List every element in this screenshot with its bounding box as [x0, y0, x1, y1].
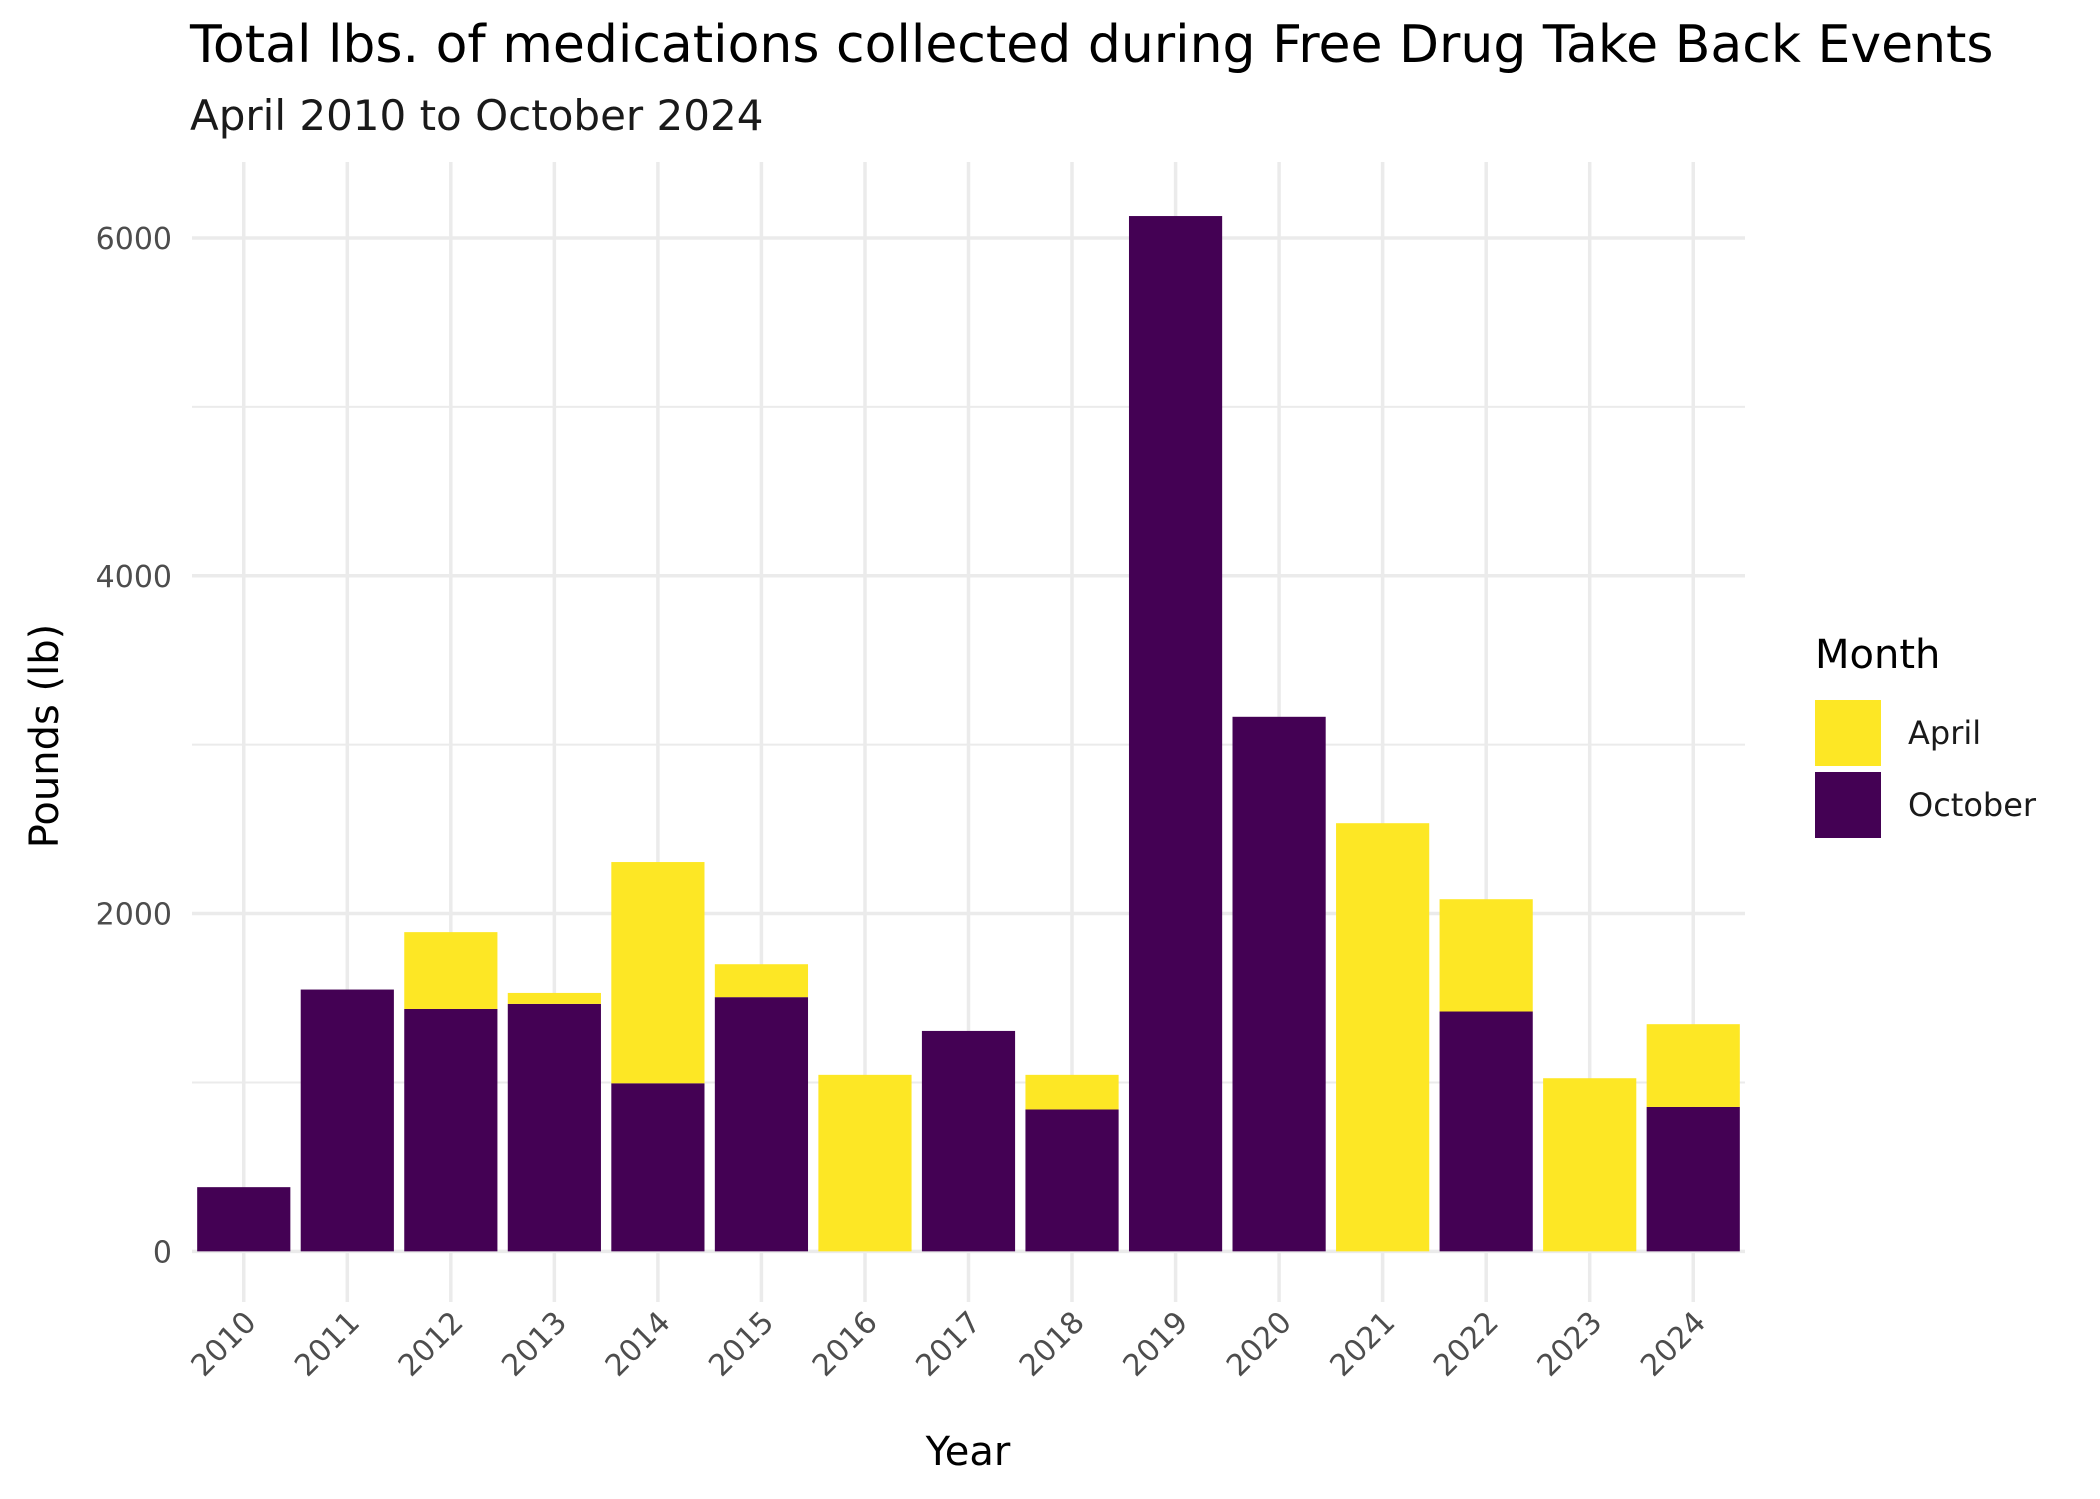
legend: Month April October — [1815, 632, 2037, 838]
x-tick-label: 2014 — [599, 1305, 678, 1384]
bar-2014-october — [611, 1083, 705, 1252]
x-tick-label: 2021 — [1324, 1305, 1403, 1384]
x-tick-label: 2016 — [806, 1305, 885, 1384]
bar-2023-april — [1543, 1078, 1637, 1252]
x-axis-title: Year — [925, 1429, 1011, 1475]
x-axis-ticks: 2010 2011 2012 2013 2014 2015 2016 2017 2018 2019… — [185, 1305, 1713, 1384]
x-tick-label: 2015 — [702, 1305, 781, 1384]
legend-key-october — [1815, 772, 1881, 838]
legend-title: Month — [1815, 632, 1940, 678]
bar-2022-april — [1439, 899, 1533, 1012]
bar-2022-october — [1439, 1011, 1533, 1252]
bar-2021-april — [1336, 823, 1430, 1252]
legend-key-april — [1815, 700, 1881, 766]
bar-2016-april — [818, 1074, 912, 1252]
x-tick-label: 2019 — [1116, 1305, 1195, 1384]
x-tick-label: 2010 — [185, 1305, 264, 1384]
legend-label-october: October — [1908, 786, 2037, 824]
x-tick-label: 2023 — [1531, 1305, 1610, 1384]
x-tick-label: 2024 — [1634, 1305, 1713, 1384]
bar-2018-april — [1025, 1074, 1119, 1110]
bar-2014-april — [611, 862, 705, 1084]
y-tick-label: 2000 — [96, 898, 172, 933]
bar-2013-october — [507, 1003, 601, 1252]
y-axis-ticks: 0 2000 4000 6000 — [96, 222, 172, 1270]
x-tick-label: 2013 — [495, 1305, 574, 1384]
bar-2013-april — [507, 992, 601, 1004]
y-tick-label: 6000 — [96, 222, 172, 257]
x-tick-label: 2012 — [392, 1305, 471, 1384]
y-tick-label: 0 — [153, 1235, 172, 1270]
x-tick-label: 2020 — [1220, 1305, 1299, 1384]
bar-2017-october — [921, 1030, 1016, 1252]
chart-subtitle: April 2010 to October 2024 — [190, 91, 763, 140]
y-tick-label: 4000 — [96, 560, 172, 595]
x-tick-label: 2011 — [288, 1305, 367, 1384]
bar-2018-october — [1025, 1109, 1119, 1252]
bar-2015-october — [714, 997, 809, 1252]
x-tick-label: 2018 — [1013, 1305, 1092, 1384]
chart-title: Total lbs. of medications collected duri… — [189, 15, 1994, 75]
x-tick-label: 2022 — [1427, 1305, 1506, 1384]
bar-2015-april — [714, 964, 809, 998]
legend-label-april: April — [1908, 714, 1981, 752]
x-tick-label: 2017 — [909, 1305, 988, 1384]
bar-2019-october — [1128, 216, 1223, 1252]
bar-2011-october — [300, 989, 394, 1252]
bars — [197, 216, 1740, 1252]
bar-2020-october — [1232, 716, 1326, 1252]
bar-2012-october — [404, 1008, 498, 1252]
bar-2024-april — [1646, 1024, 1740, 1107]
bar-2024-october — [1646, 1106, 1740, 1252]
y-axis-title: Pounds (lb) — [22, 624, 68, 849]
bar-2012-april — [404, 932, 498, 1009]
bar-2010-october — [197, 1187, 291, 1252]
